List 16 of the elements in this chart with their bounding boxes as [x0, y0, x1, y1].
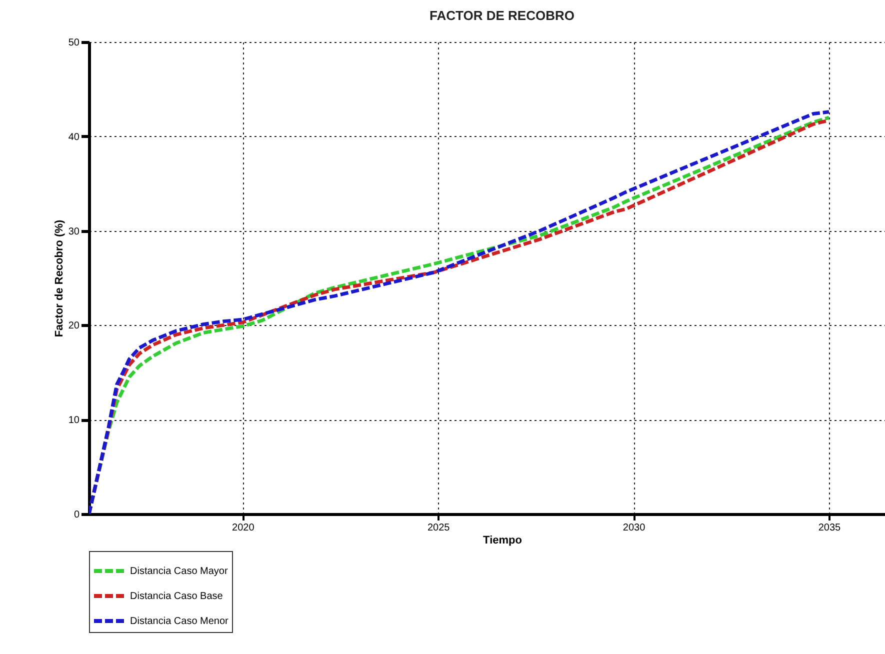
y-tick-label: 10 [68, 415, 80, 426]
chart-title: FACTOR DE RECOBRO [430, 8, 574, 23]
y-tick-label: 30 [68, 226, 80, 238]
y-tick-label: 0 [74, 510, 80, 520]
x-tick-label: 2025 [427, 522, 450, 534]
x-tick-label: 2030 [622, 522, 646, 534]
legend-label: Distancia Caso Base [130, 591, 224, 602]
y-tick-label: 20 [68, 320, 80, 332]
y-tick-label: 50 [68, 38, 80, 48]
x-tick-label: 2020 [232, 522, 255, 534]
legend-label: Distancia Caso Mayor [130, 566, 228, 577]
legend-label: Distancia Caso Menor [130, 616, 230, 627]
x-axis-title: Tiempo [483, 534, 522, 546]
y-axis-title: Factor de Recobro (%) [53, 219, 66, 338]
y-tick-label: 40 [68, 132, 80, 143]
x-tick-label: 2035 [818, 522, 842, 534]
